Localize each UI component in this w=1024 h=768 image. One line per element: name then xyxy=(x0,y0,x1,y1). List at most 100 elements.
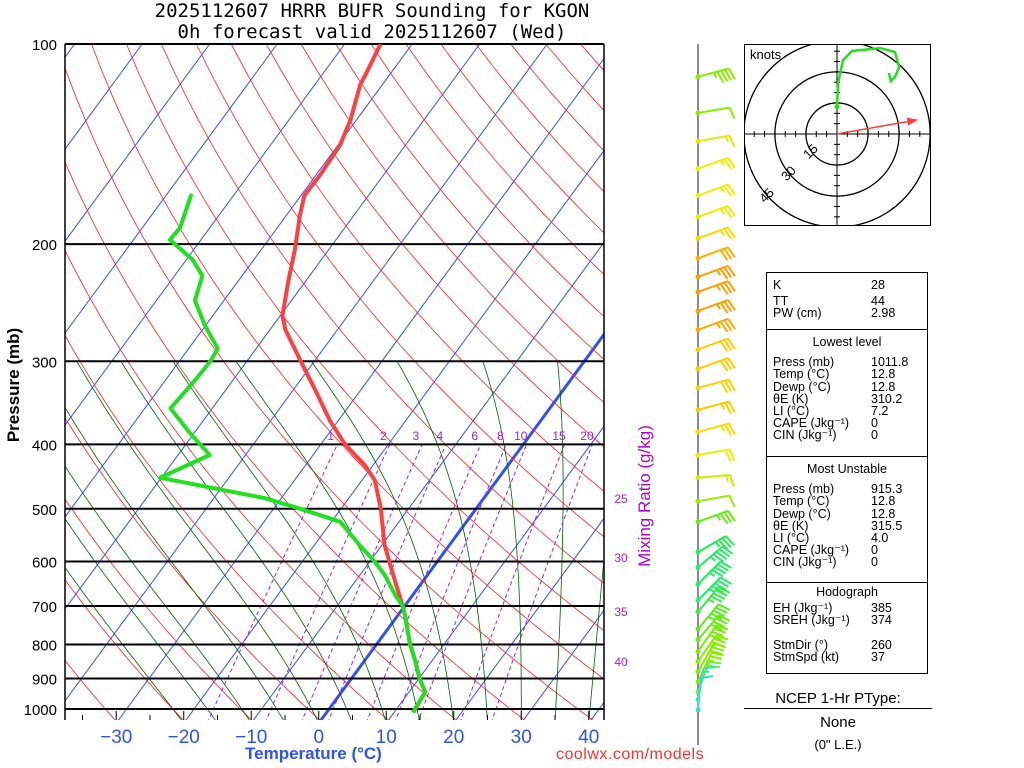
barb-full xyxy=(727,280,736,292)
moist-adiabat-line xyxy=(172,361,386,720)
section-title: Hodograph xyxy=(816,585,878,599)
barb-full xyxy=(723,511,733,524)
isotherm-line xyxy=(522,609,604,720)
credit-link[interactable]: coolwx.com/models xyxy=(556,746,705,763)
wind-barb xyxy=(695,576,732,603)
barb-full xyxy=(724,535,736,546)
barb-station-dot xyxy=(695,214,701,220)
barb-full xyxy=(724,380,732,392)
barb-full xyxy=(727,205,736,217)
dry-adiabat-line xyxy=(230,44,604,492)
barb-full xyxy=(727,226,736,239)
barb-half xyxy=(724,474,729,482)
moist-adiabat-line xyxy=(235,361,420,720)
barb-full xyxy=(723,228,733,240)
storm-motion-vector xyxy=(836,120,913,135)
barb-full xyxy=(717,579,729,588)
theta-w-label: 30 xyxy=(614,551,628,565)
stat-value: 915.3 xyxy=(871,482,903,497)
wind-barb xyxy=(695,642,727,674)
barb-full xyxy=(710,623,723,631)
barb-half xyxy=(715,303,722,310)
wind-barb xyxy=(695,634,729,664)
mixing-ratio-line xyxy=(207,444,338,720)
barb-station-dot xyxy=(695,274,701,280)
barb-full xyxy=(728,474,735,487)
stat-value: 37 xyxy=(871,649,885,664)
barb-staff xyxy=(697,246,729,260)
barb-staff xyxy=(697,183,729,197)
stat-label: StmDir (°) xyxy=(773,637,828,652)
barb-staff xyxy=(697,378,730,389)
mixing-ratio-label: 20 xyxy=(580,429,594,443)
barb-full xyxy=(715,617,728,625)
dry-adiabat-line xyxy=(65,417,321,720)
stat-label: LI (°C) xyxy=(773,404,810,419)
stat-value: 385 xyxy=(871,601,892,616)
barb-full xyxy=(723,319,733,332)
stat-label: CAPE (Jkg⁻¹) xyxy=(773,416,850,431)
barb-full xyxy=(720,576,732,585)
barb-half xyxy=(707,615,715,621)
stat-label: Temp (°C) xyxy=(773,494,830,509)
isotherm-line xyxy=(65,44,211,242)
barb-station-dot xyxy=(695,648,701,654)
mixing-ratio-label: 3 xyxy=(413,429,420,443)
barb-full xyxy=(723,339,733,351)
barb-station-dot xyxy=(695,110,701,116)
barb-staff xyxy=(697,317,729,331)
mixing-ratio-line xyxy=(460,444,566,720)
barb-full xyxy=(721,537,732,548)
barb-full xyxy=(711,630,724,638)
dry-adiabat-line xyxy=(65,66,594,720)
barb-full xyxy=(727,299,736,311)
moist-adiabat-line xyxy=(588,555,604,720)
barb-full xyxy=(724,449,732,462)
barb-half xyxy=(712,72,718,79)
moist-adiabat-line xyxy=(65,518,216,720)
barb-staff xyxy=(697,448,730,456)
mixing-ratio-axis-label: Mixing Ratio (g/kg) xyxy=(635,425,654,567)
wind-barb xyxy=(695,337,736,353)
barb-full xyxy=(718,548,731,558)
barb-staff xyxy=(697,677,702,710)
mixing-ratio-label: 1 xyxy=(327,429,334,443)
barb-half xyxy=(719,159,725,167)
barb-half xyxy=(724,135,730,143)
barb-full xyxy=(720,70,729,82)
wind-barb xyxy=(695,317,736,333)
barb-full xyxy=(728,449,736,462)
wind-barb xyxy=(695,280,736,295)
mixing-ratio-line xyxy=(417,444,528,720)
barb-full xyxy=(723,300,733,313)
barb-station-dot xyxy=(695,519,701,525)
temp-tick-label: 0 xyxy=(313,727,324,748)
barb-full xyxy=(727,246,736,259)
barb-full xyxy=(711,569,724,578)
stat-label: CAPE (Jkg⁻¹) xyxy=(773,543,850,558)
mixing-ratio-line xyxy=(491,444,593,720)
stat-row: CAPE (Jkg⁻¹) 0 xyxy=(767,416,927,431)
pressure-tick-label: 800 xyxy=(32,638,57,655)
temp-tick-label: −20 xyxy=(168,727,200,748)
stat-value: 0 xyxy=(871,428,878,443)
barb-station-dot xyxy=(695,166,701,172)
stat-value: 0 xyxy=(871,416,878,431)
isotherm-line xyxy=(455,517,604,720)
barb-full xyxy=(711,646,725,652)
stat-value: 28 xyxy=(871,278,885,292)
stat-row: LI (°C) 4.0 xyxy=(767,532,927,545)
barb-staff xyxy=(697,299,729,312)
dry-adiabat-line xyxy=(126,44,604,632)
dry-adiabat-line xyxy=(300,44,604,404)
isotherm-line xyxy=(65,44,346,426)
temp-tick-label: 30 xyxy=(511,727,532,748)
stat-value: 12.8 xyxy=(871,367,896,382)
moist-adiabat-line xyxy=(482,361,522,720)
barb-full xyxy=(714,566,727,575)
moist-adiabat-line xyxy=(65,465,250,720)
wind-barb xyxy=(695,299,736,314)
barb-station-dot xyxy=(695,429,701,435)
wind-barb xyxy=(695,246,736,261)
stat-row: Dewp (°C) 12.8 xyxy=(767,380,927,393)
